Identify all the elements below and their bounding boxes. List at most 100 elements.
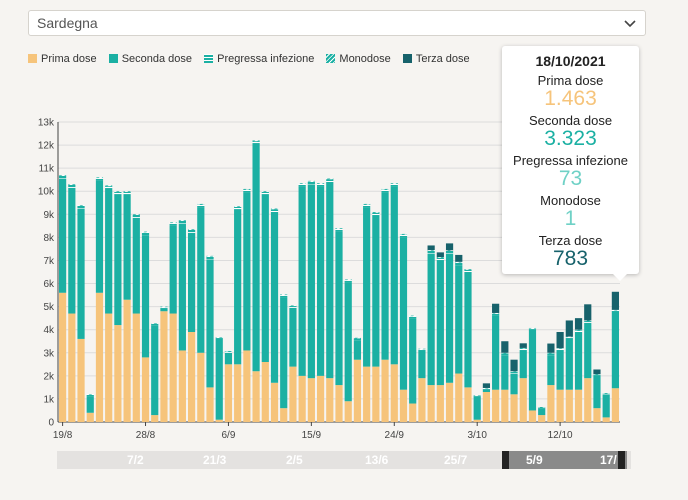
bar-segment-terza-dose (445, 243, 454, 251)
bar-segment-prima-dose (427, 385, 435, 422)
bar-segment-prima-dose (114, 325, 122, 422)
bar-segment-seconda-dose (151, 325, 159, 416)
bar-segment-seconda-dose (528, 329, 537, 411)
bar-segment-prima-dose (501, 389, 509, 422)
bar-segment-pregressa-infezione (95, 178, 104, 181)
bar-segment-seconda-dose (197, 207, 205, 353)
bar-segment-monodose (372, 212, 380, 213)
bar-segment-pregressa-infezione (565, 337, 573, 339)
bar-segment-pregressa-infezione (280, 295, 288, 298)
bar-segment-monodose (289, 305, 297, 307)
x-tick-label: 19/8 (53, 430, 73, 441)
bar-segment-monodose (307, 180, 315, 182)
y-tick-label: 0 (48, 418, 54, 429)
legend-item-seconda-dose[interactable]: Seconda dose (108, 53, 192, 65)
bar-segment-pregressa-infezione (473, 395, 481, 397)
time-range-track[interactable] (57, 451, 631, 469)
bar-segment-prima-dose (344, 401, 352, 422)
bar-segment-seconda-dose (353, 340, 362, 360)
bar-segment-seconda-dose (68, 187, 76, 314)
time-range-window[interactable] (502, 451, 627, 469)
bar-segment-seconda-dose (280, 297, 288, 409)
x-tick-label: 12/10 (548, 430, 573, 441)
bar-segment-pregressa-infezione (234, 206, 242, 210)
bar-segment-prima-dose (602, 417, 610, 422)
bar-segment-prima-dose (289, 366, 297, 422)
bar-segment-monodose (556, 348, 564, 349)
bar-segment-prima-dose (528, 410, 537, 422)
brush-label: 21/3 (203, 453, 227, 467)
brush-label: 13/6 (365, 453, 389, 467)
bar-segment-prima-dose (206, 387, 214, 422)
time-range-handle-right[interactable] (618, 451, 625, 469)
region-select[interactable]: Sardegna (28, 10, 646, 36)
bar-segment-terza-dose (574, 318, 583, 330)
bar-segment-seconda-dose (492, 315, 500, 390)
bar-segment-seconda-dose (556, 350, 564, 390)
bar-segment-monodose (68, 184, 76, 185)
x-tick-label: 15/9 (302, 430, 322, 441)
bar-segment-monodose (538, 407, 546, 408)
bar-segment-seconda-dose (482, 389, 491, 392)
bar-segment-seconda-dose (390, 186, 398, 365)
legend-item-terza-dose[interactable]: Terza dose (402, 53, 470, 65)
bar-segment-seconda-dose (86, 396, 94, 413)
legend-item-prima-dose[interactable]: Prima dose (28, 53, 97, 65)
bar-segment-prima-dose (261, 362, 269, 422)
bar-segment-monodose (178, 220, 186, 221)
y-tick-label: 3k (43, 348, 55, 359)
bar-segment-monodose (105, 185, 113, 187)
bar-segment-seconda-dose (593, 375, 601, 409)
bar-segment-monodose (436, 257, 444, 258)
bar-segment-terza-dose (519, 343, 527, 348)
legend-item-monodose[interactable]: Monodose (326, 53, 391, 65)
bar-segment-monodose (381, 188, 389, 190)
bar-segment-monodose (363, 203, 371, 205)
bar-segment-prima-dose (510, 394, 518, 422)
bar-segment-prima-dose (59, 292, 67, 422)
legend-item-pregressa-infezione[interactable]: Pregressa infezione (204, 53, 314, 65)
brush-label: 25/7 (444, 453, 468, 467)
bar-segment-pregressa-infezione (326, 179, 334, 182)
tooltip-arrow (612, 273, 628, 281)
bar-segment-pregressa-infezione (344, 280, 352, 283)
bar-segment-monodose (510, 371, 518, 372)
bar-segment-pregressa-infezione (436, 257, 444, 261)
x-tick-label: 6/9 (221, 430, 235, 441)
legend-label: Prima dose (41, 53, 97, 65)
bar-segment-pregressa-infezione (123, 191, 131, 195)
bar-segment-pregressa-infezione (188, 230, 196, 233)
bar-segment-pregressa-infezione (169, 223, 177, 226)
tooltip-value-seconda-dose: 3.323 (544, 127, 597, 150)
bar-segment-monodose (492, 312, 500, 314)
y-tick-label: 12k (38, 141, 55, 152)
bar-segment-monodose (353, 337, 362, 339)
bar-segment-prima-dose (593, 408, 601, 422)
bar-segment-seconda-dose (105, 188, 113, 314)
bar-segment-prima-dose (298, 375, 306, 422)
bar-segment-monodose (335, 228, 343, 229)
bar-segment-terza-dose (565, 320, 573, 337)
bar-segment-seconda-dose (123, 194, 131, 300)
bar-segment-prima-dose (178, 350, 186, 422)
bar-segment-seconda-dose (114, 194, 122, 326)
bar-segment-monodose (252, 140, 260, 142)
bar-segment-seconda-dose (261, 194, 269, 362)
y-tick-label: 8k (43, 233, 55, 244)
time-range-handle-left[interactable] (502, 451, 509, 469)
bar-segment-monodose (243, 188, 251, 190)
y-tick-label: 7k (43, 256, 55, 267)
bar-segment-monodose (473, 395, 481, 397)
bar-segment-seconda-dose (372, 215, 380, 367)
bar-segment-prima-dose (132, 313, 140, 422)
bar-segment-monodose (399, 233, 408, 235)
bar-segment-pregressa-infezione (316, 183, 325, 187)
bar-segment-pregressa-infezione (390, 183, 398, 187)
brush-label: 7/2 (127, 453, 144, 467)
bar-segment-pregressa-infezione (206, 256, 214, 260)
legend-label: Monodose (339, 53, 391, 65)
bar-segment-pregressa-infezione (224, 351, 233, 353)
bar-segment-seconda-dose (519, 350, 527, 379)
bar-segment-pregressa-infezione (289, 305, 297, 308)
bar-segment-prima-dose (215, 419, 223, 422)
